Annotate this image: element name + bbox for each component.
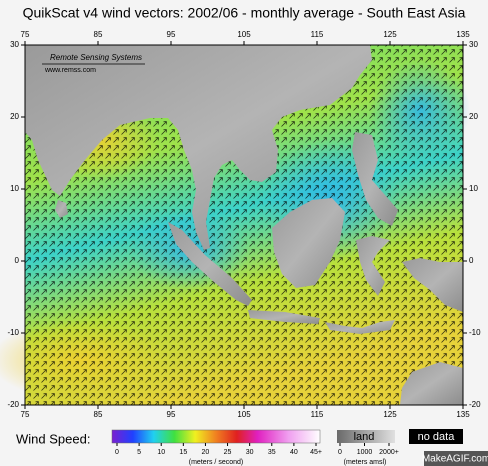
new-guinea	[402, 258, 463, 312]
map-area: Remote Sensing Systems www.remss.com	[0, 44, 470, 406]
lat-label-right: 10	[469, 184, 478, 193]
lon-label-bottom: 135	[456, 410, 470, 419]
lon-label-top: 105	[237, 30, 251, 39]
legend-label: Wind Speed:	[16, 431, 90, 446]
borneo	[272, 198, 345, 288]
lat-label-right: -20	[469, 400, 481, 409]
lon-label-bottom: 95	[167, 410, 176, 419]
lat-label-right: 20	[469, 112, 478, 121]
lat-label-left: 10	[10, 184, 19, 193]
lon-label-bottom: 85	[94, 410, 103, 419]
lat-label-left: 20	[10, 112, 19, 121]
land	[25, 45, 463, 405]
sumatra	[168, 222, 252, 306]
no-data-label: no data	[418, 431, 456, 443]
speed-tick-label: 0	[115, 449, 119, 456]
elevation-tick-label: 1000	[357, 449, 373, 456]
australia	[400, 362, 463, 405]
logo-name: Remote Sensing Systems	[50, 53, 142, 62]
speed-tick-label: 40	[290, 449, 298, 456]
lon-label-top: 125	[383, 30, 397, 39]
lon-label-top: 115	[311, 30, 324, 39]
speed-tick-label: 10	[157, 449, 165, 456]
speed-tick-label: 20	[202, 449, 210, 456]
elevation-unit: (meters amsl)	[344, 459, 387, 466]
lon-label-top: 75	[21, 30, 30, 39]
lat-label-left: 0	[15, 256, 20, 265]
speed-tick-label: 45+	[310, 449, 322, 456]
lat-label-left: -20	[7, 400, 19, 409]
watermark: MakeAGIF.com	[422, 454, 488, 465]
mainland-asia	[25, 45, 372, 250]
speed-tick-label: 35	[268, 449, 276, 456]
logo-url: www.remss.com	[44, 67, 96, 74]
lon-label-top: 135	[456, 30, 470, 39]
no-data-swatch	[409, 429, 463, 444]
lon-label-bottom: 125	[383, 410, 397, 419]
lon-label-top: 85	[94, 30, 103, 39]
lat-label-right: 0	[469, 256, 474, 265]
philippines	[352, 132, 398, 226]
lat-label-right: -10	[469, 328, 481, 337]
speed-tick-label: 25	[224, 449, 232, 456]
elevation-tick-label: 2000+	[379, 449, 399, 456]
lat-label-right: 30	[469, 40, 478, 49]
speed-tick-label: 15	[179, 449, 187, 456]
title: QuikScat v4 wind vectors: 2002/06 - mont…	[23, 5, 466, 21]
sulawesi	[356, 236, 390, 296]
land-label: land	[354, 431, 375, 443]
speed-unit: (meters / second)	[189, 459, 243, 466]
lat-label-left: 30	[10, 40, 19, 49]
speed-colorbar	[111, 429, 321, 444]
lon-label-top: 95	[167, 30, 176, 39]
land-colorbar	[337, 430, 395, 443]
lon-label-bottom: 75	[21, 410, 30, 419]
sri-lanka	[55, 200, 68, 218]
java	[248, 310, 320, 324]
lat-label-left: -10	[7, 328, 19, 337]
logo: Remote Sensing Systems www.remss.com	[42, 53, 145, 74]
speed-tick-label: 5	[137, 449, 141, 456]
lesser-sunda	[325, 320, 395, 334]
lon-label-bottom: 115	[311, 410, 324, 419]
watermark-box	[424, 451, 488, 466]
lon-label-bottom: 105	[237, 410, 251, 419]
speed-tick-label: 30	[246, 449, 254, 456]
elevation-tick-label: 0	[338, 449, 342, 456]
